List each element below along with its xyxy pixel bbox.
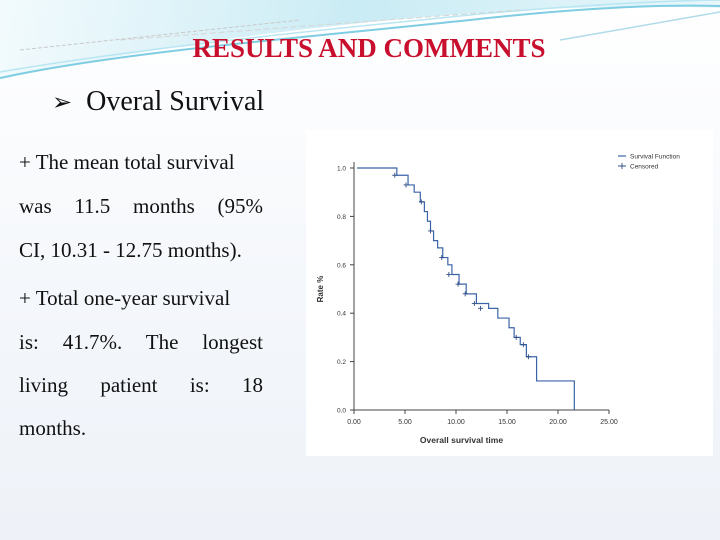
legend-marker-censored — [618, 163, 626, 169]
censored-marker — [439, 255, 445, 261]
censored-marker — [462, 291, 468, 297]
censored-marker — [403, 182, 409, 188]
body-line-3: CI, 10.31 - 12.75 months). — [19, 238, 242, 262]
y-tick-label: 0.4 — [337, 311, 346, 318]
legend-label-censored: Censored — [630, 164, 659, 171]
body-line-6: living patient is: 18 — [19, 373, 263, 397]
heading-text: Overal Survival — [86, 86, 265, 117]
x-tick-label: 25.00 — [600, 419, 618, 426]
y-tick-label: 0.6 — [337, 262, 346, 269]
bullet-heading: ➢ Overal Survival — [52, 86, 264, 118]
censored-marker — [525, 354, 531, 360]
survival-chart-svg: 0.00 5.00 10.00 15.00 20.00 25.00 0.0 0.2 0.4 0.6… — [316, 154, 680, 446]
body-line-2: was 11.5 months (95% — [19, 194, 263, 218]
x-tick-label: 10.00 — [447, 419, 465, 426]
censored-marker — [513, 334, 519, 340]
censored-marker — [455, 281, 461, 287]
header-decoration — [0, 0, 720, 80]
y-tick-label: 0.8 — [337, 214, 346, 221]
x-axis-label: Overall survival time — [420, 435, 503, 445]
censored-marker — [477, 305, 483, 311]
x-tick-label: 15.00 — [498, 419, 516, 426]
y-tick-label: 1.0 — [337, 166, 346, 173]
body-line-7: months. — [19, 416, 87, 440]
x-tick-label: 0.00 — [347, 419, 361, 426]
y-axis-label: Rate % — [316, 276, 325, 303]
body-line-1: + The mean total survival — [19, 150, 235, 174]
censored-marker — [428, 228, 433, 234]
arrow-bullet-icon: ➢ — [52, 88, 73, 116]
survival-function-line — [357, 167, 575, 410]
survival-chart: 0.00 5.00 10.00 15.00 20.00 25.00 0.0 0.2 0.4 0.6… — [306, 130, 713, 456]
body-line-4: + Total one-year survival — [19, 286, 231, 310]
x-tick-label: 20.00 — [549, 419, 567, 426]
censored-marker — [418, 199, 424, 205]
y-tick-label: 0.2 — [337, 359, 346, 366]
body-line-5: is: 41.7%. The longest — [19, 330, 263, 354]
slide-title: RESULTS AND COMMENTS — [192, 33, 546, 63]
censored-marker — [520, 342, 526, 348]
y-tick-label: 0.0 — [337, 408, 346, 415]
x-tick-label: 5.00 — [398, 419, 412, 426]
censored-marker — [446, 271, 452, 277]
censored-marker — [471, 301, 477, 307]
legend-label-survival: Survival Function — [630, 154, 680, 161]
censored-marker — [392, 172, 398, 178]
